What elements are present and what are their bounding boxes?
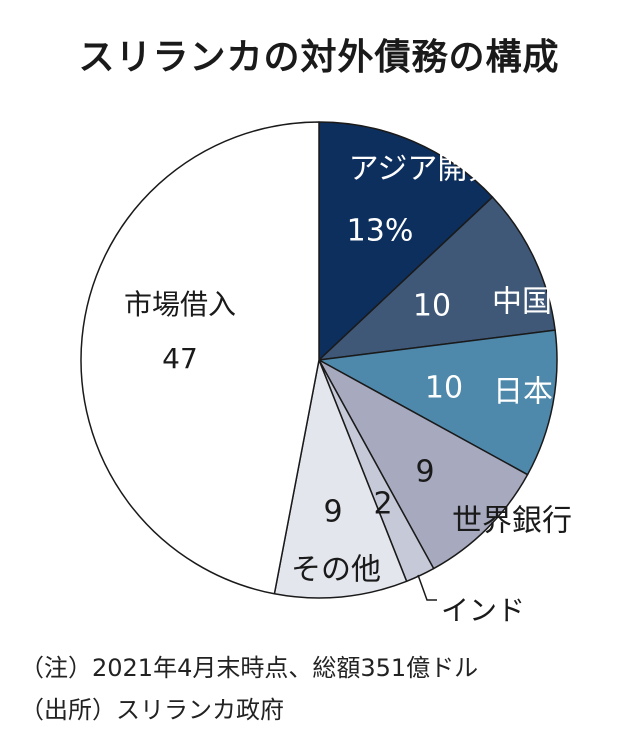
slice-value-label: 10 [425, 371, 463, 406]
pie-slice [318, 329, 558, 476]
pie-slice [273, 359, 408, 599]
footnote-note: （注）2021年4月末時点、総額351億ドル [20, 654, 479, 682]
pie-slice [318, 359, 529, 570]
slice-label: アジア開発銀行 [349, 152, 558, 187]
slice-label: その他 [291, 553, 381, 588]
slice-label: 世界銀行 [452, 504, 572, 539]
pie-slice [80, 121, 320, 595]
slice-value-label: 9 [323, 495, 342, 530]
chart-title: スリランカの対外債務の構成 [78, 37, 560, 78]
slice-value-label: 47 [162, 342, 198, 375]
slice-label: インド [441, 594, 525, 627]
footnote-source: （出所）スリランカ政府 [20, 696, 284, 724]
india-leader-line [417, 574, 437, 601]
pie-slice [318, 121, 494, 361]
slice-value-label: 10 [413, 289, 451, 324]
slice-value-label: 9 [415, 455, 434, 490]
slice-label: 中国 [492, 285, 552, 320]
slice-label: 市場借入 [124, 288, 236, 321]
slice-value-label: 2 [373, 487, 392, 522]
pie-slice [318, 196, 556, 361]
slice-value-label: 13% [347, 214, 414, 249]
slice-label: 日本 [493, 375, 553, 410]
